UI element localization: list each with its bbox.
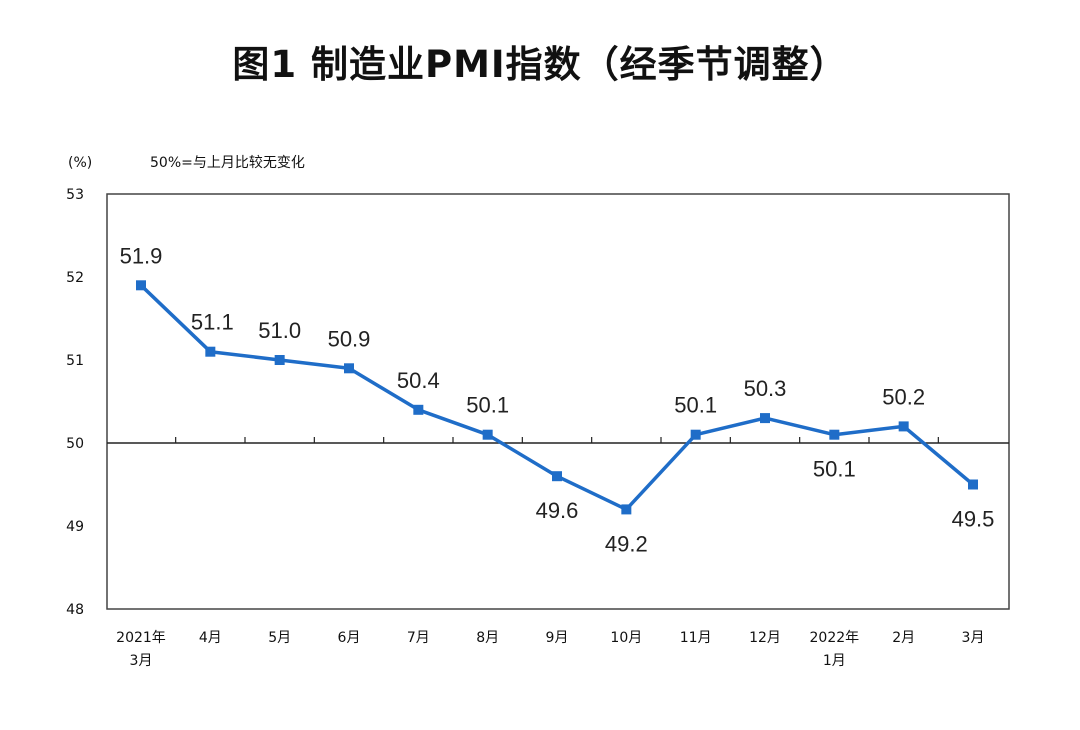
data-point-marker bbox=[760, 413, 770, 424]
data-label: 50.4 bbox=[397, 368, 440, 393]
data-point-marker bbox=[898, 421, 909, 432]
y-tick-label: 48 bbox=[66, 602, 84, 618]
data-label: 50.3 bbox=[744, 376, 787, 401]
data-point-marker bbox=[274, 355, 285, 365]
data-point-marker bbox=[621, 504, 632, 515]
data-label: 50.2 bbox=[882, 384, 925, 409]
x-tick-label: 2022年 1月 bbox=[810, 630, 860, 669]
y-tick-label: 51 bbox=[66, 353, 84, 369]
y-tick-label: 49 bbox=[66, 519, 84, 535]
data-label: 50.1 bbox=[466, 393, 509, 418]
annotation-note: 50%=与上月比较无变化 bbox=[150, 155, 305, 171]
data-label: 49.6 bbox=[536, 498, 579, 523]
x-tick-label: 4月 bbox=[199, 630, 222, 646]
x-tick-label: 5月 bbox=[268, 630, 291, 646]
data-label: 49.2 bbox=[605, 531, 648, 556]
x-tick-label: 6月 bbox=[338, 630, 361, 646]
x-axis: 2021年 3月 4月 5月 6月 7月 8月 9月 10月 11月 12月 2022年 1月 2月 3月 bbox=[116, 437, 984, 669]
x-tick-label: 8月 bbox=[476, 630, 499, 646]
data-label: 50.1 bbox=[813, 457, 856, 482]
data-label: 50.9 bbox=[328, 326, 371, 351]
x-tick-label: 9月 bbox=[546, 630, 569, 646]
data-label: 49.5 bbox=[952, 507, 995, 532]
y-axis-unit-label: (%) bbox=[68, 155, 92, 171]
data-label: 50.1 bbox=[674, 393, 717, 418]
data-point-marker bbox=[829, 429, 840, 440]
y-tick-label: 50 bbox=[66, 436, 84, 452]
data-point-marker bbox=[136, 280, 146, 291]
series-group: 51.9 51.1 51.0 50.9 50.4 50.1 49.6 49.2 50.1 50.3… bbox=[120, 243, 995, 556]
x-tick-label: 11月 bbox=[680, 630, 712, 646]
x-tick-label: 3月 bbox=[962, 630, 985, 646]
data-point-marker bbox=[482, 429, 493, 440]
data-point-marker bbox=[552, 471, 562, 482]
data-point-marker bbox=[413, 404, 424, 415]
plot-area-frame bbox=[106, 193, 1010, 610]
chart-title: 图1 制造业PMI指数（经季节调整） bbox=[232, 43, 848, 86]
y-tick-label: 52 bbox=[66, 270, 84, 286]
x-tick-label: 2021年 3月 bbox=[116, 630, 166, 669]
data-point-marker bbox=[344, 363, 354, 374]
data-label: 51.0 bbox=[258, 318, 301, 343]
y-axis: 48 49 50 51 52 53 bbox=[66, 187, 84, 618]
data-label: 51.9 bbox=[120, 243, 163, 268]
x-tick-label: 7月 bbox=[407, 630, 430, 646]
data-point-marker bbox=[205, 346, 216, 357]
x-tick-label: 2月 bbox=[892, 630, 915, 646]
data-point-marker bbox=[690, 429, 701, 440]
x-tick-label: 10月 bbox=[610, 630, 642, 646]
data-label: 51.1 bbox=[191, 310, 234, 335]
data-point-marker bbox=[968, 479, 978, 490]
y-tick-label: 53 bbox=[66, 187, 84, 203]
x-tick-label: 12月 bbox=[749, 630, 781, 646]
